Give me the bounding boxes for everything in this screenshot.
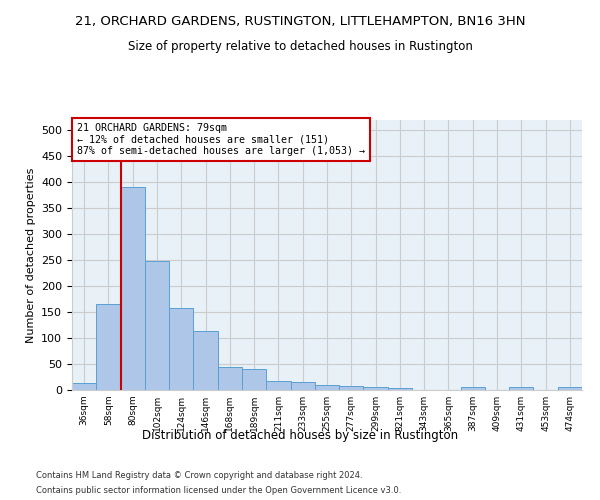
Text: 21, ORCHARD GARDENS, RUSTINGTON, LITTLEHAMPTON, BN16 3HN: 21, ORCHARD GARDENS, RUSTINGTON, LITTLEH…: [75, 15, 525, 28]
Bar: [558, 388, 582, 390]
Bar: [218, 367, 242, 390]
Bar: [461, 388, 485, 390]
Bar: [388, 388, 412, 390]
Bar: [339, 386, 364, 390]
Bar: [290, 382, 315, 390]
Text: Contains HM Land Registry data © Crown copyright and database right 2024.: Contains HM Land Registry data © Crown c…: [36, 471, 362, 480]
Bar: [96, 304, 121, 390]
Bar: [169, 308, 193, 390]
Y-axis label: Number of detached properties: Number of detached properties: [26, 168, 35, 342]
Bar: [242, 369, 266, 390]
Bar: [193, 331, 218, 390]
Text: Size of property relative to detached houses in Rustington: Size of property relative to detached ho…: [128, 40, 472, 53]
Bar: [509, 388, 533, 390]
Text: 21 ORCHARD GARDENS: 79sqm
← 12% of detached houses are smaller (151)
87% of semi: 21 ORCHARD GARDENS: 79sqm ← 12% of detac…: [77, 122, 365, 156]
Bar: [145, 261, 169, 390]
Text: Contains public sector information licensed under the Open Government Licence v3: Contains public sector information licen…: [36, 486, 401, 495]
Bar: [121, 188, 145, 390]
Bar: [72, 383, 96, 390]
Bar: [364, 387, 388, 390]
Bar: [315, 385, 339, 390]
Text: Distribution of detached houses by size in Rustington: Distribution of detached houses by size …: [142, 428, 458, 442]
Bar: [266, 380, 290, 390]
